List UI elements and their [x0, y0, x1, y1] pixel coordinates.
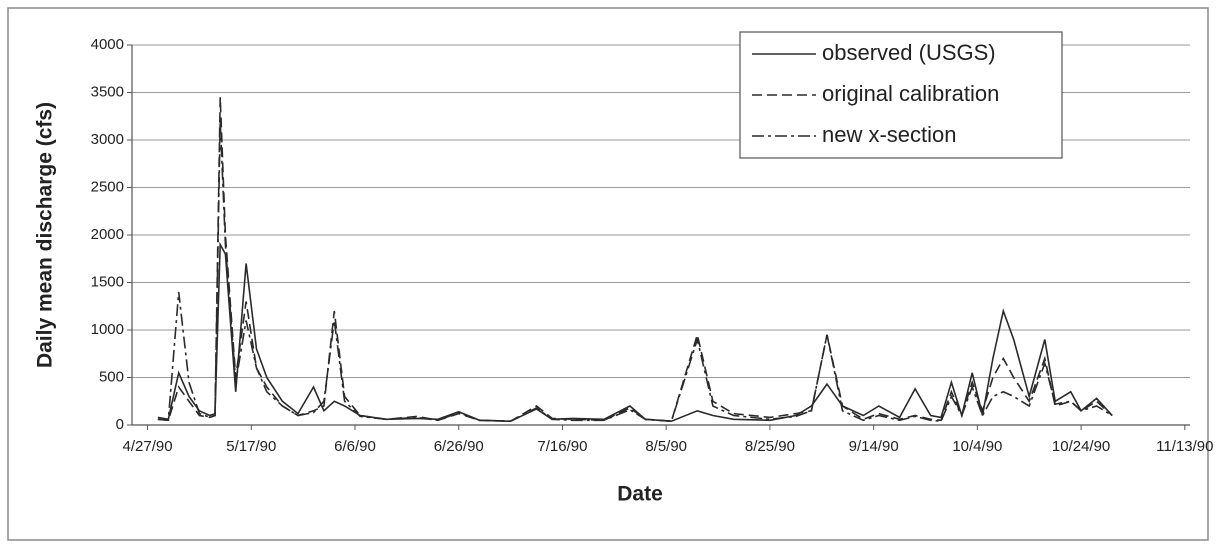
legend-box: [739, 31, 1063, 159]
y-tick-label: 2500: [91, 178, 124, 195]
y-tick-label: 1000: [91, 321, 124, 338]
y-tick-label: 1500: [91, 273, 124, 290]
y-tick-label: 3500: [91, 83, 124, 100]
x-tick-label: 10/4/90: [952, 438, 1002, 455]
x-tick-label: 6/6/90: [334, 438, 376, 455]
x-tick-label: 9/14/90: [849, 438, 899, 455]
x-tick-label: 4/27/90: [123, 438, 173, 455]
legend-label: new x-section: [822, 122, 957, 147]
x-tick-label: 5/17/90: [226, 438, 276, 455]
legend: observed (USGS) original calibration new x…: [739, 31, 1063, 159]
x-tick-label: 7/16/90: [537, 438, 587, 455]
data-line: [157, 97, 1113, 423]
y-tick-label: 3000: [91, 131, 124, 148]
x-tick-label: 8/5/90: [645, 438, 687, 455]
y-tick-label: 0: [116, 416, 124, 433]
frame: [7, 7, 1209, 541]
x-tick-label: 8/25/90: [745, 438, 795, 455]
legend-label: observed (USGS): [822, 40, 996, 65]
y-tick-label: 2000: [91, 226, 124, 243]
data-line: [157, 120, 1113, 423]
data-line: [157, 241, 1113, 423]
legend-label: original calibration: [822, 81, 999, 106]
y-tick-label: 500: [99, 368, 124, 385]
x-axis-title: Date: [617, 483, 663, 506]
x-tick-label: 10/24/90: [1052, 438, 1110, 455]
x-tick-label: 11/13/90: [1156, 438, 1213, 455]
y-axis-title: Daily mean discharge (cfs): [34, 102, 57, 368]
x-tick-label: 6/26/90: [434, 438, 484, 455]
y-tick-label: 4000: [91, 36, 124, 53]
